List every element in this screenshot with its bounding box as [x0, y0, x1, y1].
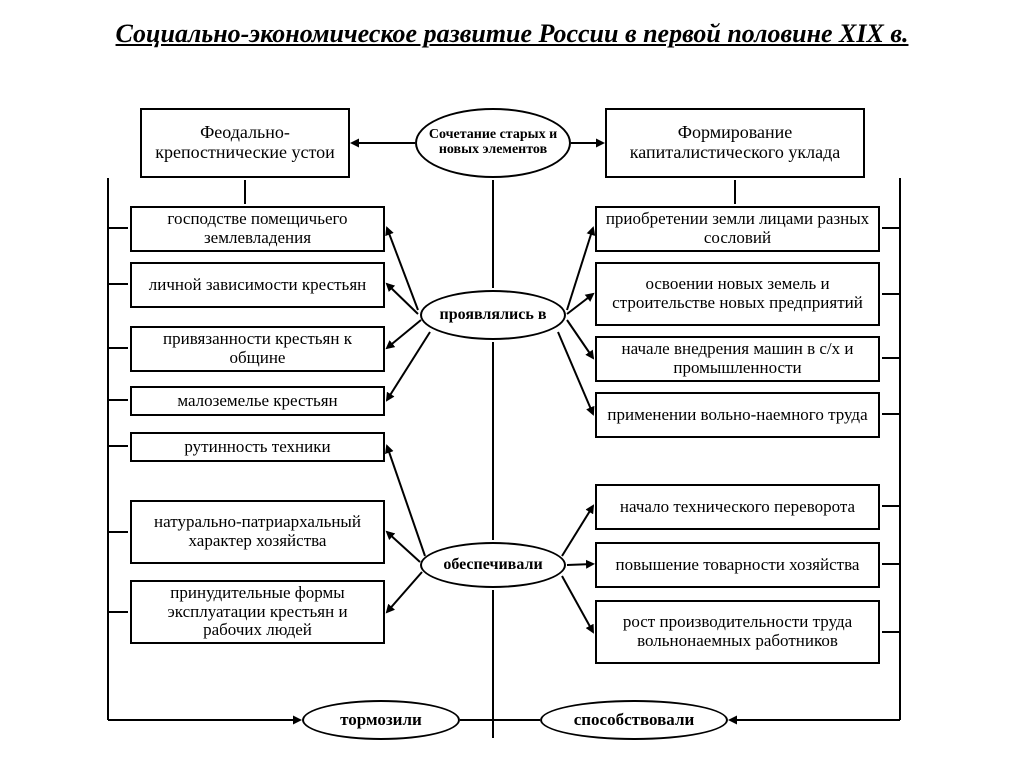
left-item: господстве помещичьего землевладения: [130, 206, 385, 252]
box-label: начало технического переворота: [620, 498, 855, 517]
box-label: малоземелье крестьян: [177, 392, 337, 411]
box-label: начале внедрения машин в с/х и промышлен…: [603, 340, 872, 377]
ellipse-manifested: проявлялись в: [420, 290, 566, 340]
left-item: привязанности крестьян к общине: [130, 326, 385, 372]
ellipse-label: тормозили: [340, 711, 422, 729]
box-label: Формирование капиталистического уклада: [613, 123, 857, 163]
left-item: личной зависимости крестьян: [130, 262, 385, 308]
box-label: личной зависимости крестьян: [149, 276, 366, 295]
right-item: рост производительности труда вольнонаем…: [595, 600, 880, 664]
box-label: господстве помещичьего землевладения: [138, 210, 377, 247]
box-label: привязанности крестьян к общине: [138, 330, 377, 367]
left-item: принудительные формы эксплуатации кресть…: [130, 580, 385, 644]
box-capitalist: Формирование капиталистического уклада: [605, 108, 865, 178]
box-label: Феодально-крепостнические устои: [148, 123, 342, 163]
ellipse-combination: Сочетание старых и новых элементов: [415, 108, 571, 178]
diagram-title: Социально-экономическое развитие России …: [0, 0, 1024, 59]
box-label: приобретении земли лицами разных сослови…: [603, 210, 872, 247]
right-item: повышение товарности хозяйства: [595, 542, 880, 588]
ellipse-provided: обеспечивали: [420, 542, 566, 588]
box-label: применении вольно-наемного труда: [607, 406, 867, 425]
left-item: малоземелье крестьян: [130, 386, 385, 416]
right-item: начало технического переворота: [595, 484, 880, 530]
box-feudal: Феодально-крепостнические устои: [140, 108, 350, 178]
ellipse-facilitated: способствовали: [540, 700, 728, 740]
left-item: рутинность техники: [130, 432, 385, 462]
ellipse-label: способствовали: [574, 711, 695, 729]
box-label: рутинность техники: [184, 438, 330, 457]
right-item: освоении новых земель и строительстве но…: [595, 262, 880, 326]
left-item: натурально-патриархальный характер хозяй…: [130, 500, 385, 564]
box-label: освоении новых земель и строительстве но…: [603, 275, 872, 312]
right-item: приобретении земли лицами разных сослови…: [595, 206, 880, 252]
box-label: рост производительности труда вольнонаем…: [603, 613, 872, 650]
ellipse-label: проявлялись в: [440, 307, 547, 324]
right-item: начале внедрения машин в с/х и промышлен…: [595, 336, 880, 382]
box-label: принудительные формы эксплуатации кресть…: [138, 584, 377, 640]
ellipse-label: Сочетание старых и новых элементов: [417, 128, 569, 157]
ellipse-hindered: тормозили: [302, 700, 460, 740]
box-label: натурально-патриархальный характер хозяй…: [138, 513, 377, 550]
right-item: применении вольно-наемного труда: [595, 392, 880, 438]
box-label: повышение товарности хозяйства: [616, 556, 860, 575]
ellipse-label: обеспечивали: [443, 557, 542, 574]
